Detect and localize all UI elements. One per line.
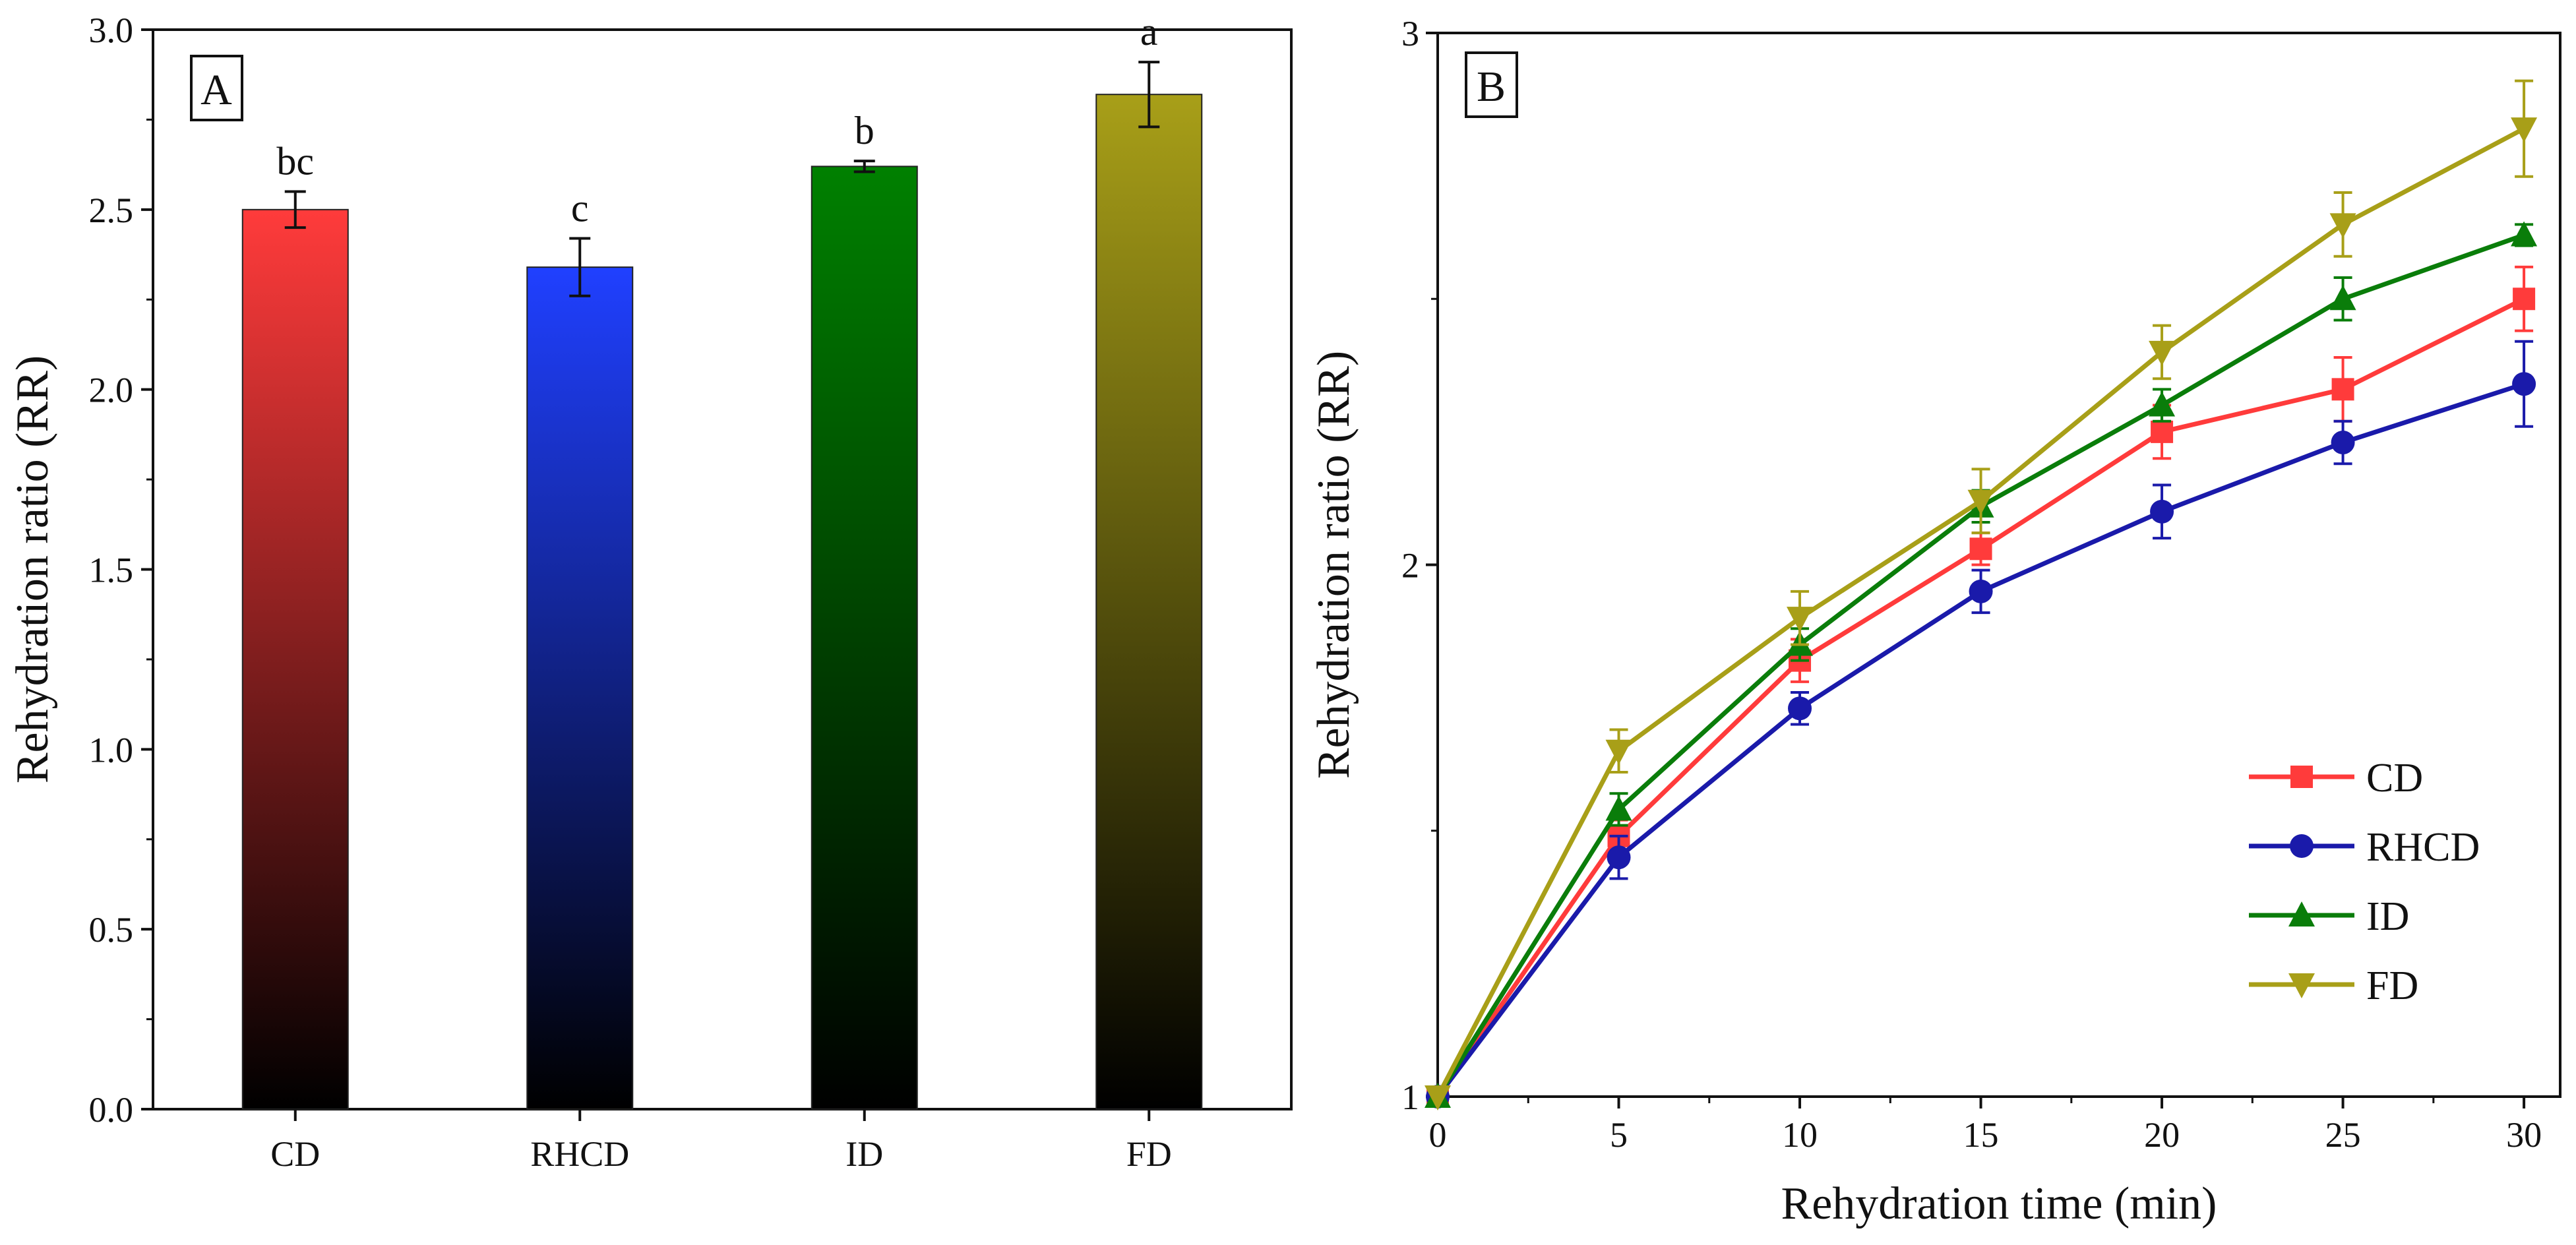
series-point-fd (2329, 213, 2356, 239)
series-point-id (1605, 795, 1632, 821)
panel-a: 0.0 0.5 1.0 1.5 2.0 2.5 3.0 Rehydration ratio (… (7, 10, 1293, 1174)
panel-b-ytick-label: 3 (1401, 14, 1419, 53)
panel-b-x-axis-title: Rehydration time (min) (1781, 1178, 2217, 1229)
series-point-fd (2511, 117, 2538, 143)
series-rhcd (1426, 340, 2536, 1108)
series-fd (1425, 79, 2538, 1110)
panel-b-label-box (1465, 51, 1518, 118)
bar-significance-letter: c (571, 186, 589, 229)
panel-b-xtick-label: 25 (2325, 1115, 2361, 1155)
series-point-cd (1969, 537, 1992, 561)
panel-b: 0 5 10 15 20 25 30 1 2 3 Rehydration time (min) Reh… (1308, 14, 2561, 1229)
panel-b-xtick-label: 20 (2144, 1115, 2180, 1155)
series-point-rhcd (2512, 372, 2536, 396)
series-point-id (2329, 285, 2356, 311)
series-point-rhcd (1607, 845, 1631, 870)
series-point-id (2149, 391, 2176, 417)
legend-marker-rhcd (2290, 834, 2314, 858)
legend-label-rhcd: RHCD (2366, 825, 2480, 870)
panel-b-ytick-label: 1 (1401, 1078, 1419, 1117)
series-point-rhcd (1788, 696, 1812, 721)
bar-fd (1095, 94, 1203, 1110)
series-point-fd (1787, 607, 1814, 632)
panel-a-y-axis-title: Rehydration ratio (RR) (7, 355, 58, 783)
series-point-rhcd (2150, 499, 2174, 524)
panel-b-ytick-label: 2 (1401, 546, 1419, 586)
bar-significance-letter: a (1140, 10, 1158, 53)
series-point-id (2511, 221, 2538, 247)
bar-id (811, 166, 918, 1110)
panel-a-ytick-label: 0.0 (89, 1090, 134, 1130)
bar-significance-letter: bc (276, 140, 314, 183)
panel-b-legend: CD RHCD ID FD (2249, 756, 2480, 1008)
series-point-fd (1605, 739, 1632, 765)
panel-b-label: B (1477, 63, 1506, 111)
panel-a-ytick-label: 2.5 (89, 191, 134, 230)
panel-b-xtick-label: 15 (1963, 1115, 1999, 1155)
panel-b-xtick-label: 0 (1429, 1115, 1447, 1155)
legend-label-id: ID (2366, 894, 2409, 939)
panel-a-xtick-label: FD (1126, 1134, 1172, 1174)
panel-a-ytick-label: 3.0 (89, 11, 134, 50)
series-point-rhcd (1969, 579, 1993, 603)
bar-significance-letter: b (855, 109, 874, 152)
series-line-cd (1436, 297, 2525, 1098)
panel-a-label-box (190, 55, 243, 121)
series-point-fd (2149, 340, 2176, 366)
bar-cd (241, 208, 349, 1110)
panel-a-xtick-label: ID (845, 1134, 883, 1174)
legend-marker-fd (2288, 973, 2315, 998)
legend-marker-cd (2290, 766, 2313, 788)
panel-b-xtick-label: 5 (1610, 1115, 1628, 1155)
panel-b-y-axis-title: Rehydration ratio (RR) (1308, 351, 1359, 779)
series-point-rhcd (2331, 431, 2355, 455)
panel-b-xtick-label: 10 (1782, 1115, 1818, 1155)
legend-label-fd: FD (2366, 963, 2418, 1008)
series-point-cd (2331, 378, 2354, 401)
legend-marker-id (2288, 901, 2315, 926)
panel-a-label: A (200, 66, 232, 114)
series-point-cd (2151, 420, 2174, 443)
panel-a-ytick-label: 1.0 (89, 730, 134, 770)
panel-a-ytick-label: 1.5 (89, 551, 134, 590)
panel-a-ytick-label: 2.0 (89, 371, 134, 410)
series-point-cd (2513, 288, 2536, 311)
panel-a-ytick-label: 0.5 (89, 910, 134, 950)
bar-rhcd (526, 266, 634, 1110)
panel-a-xtick-label: RHCD (530, 1134, 629, 1174)
panel-a-xtick-label: CD (270, 1134, 320, 1174)
legend-label-cd: CD (2366, 756, 2423, 801)
series-point-fd (1425, 1085, 1451, 1110)
series-line-id (1436, 233, 2525, 1098)
series-point-fd (1967, 489, 1994, 515)
panel-b-xtick-label: 30 (2506, 1115, 2542, 1155)
